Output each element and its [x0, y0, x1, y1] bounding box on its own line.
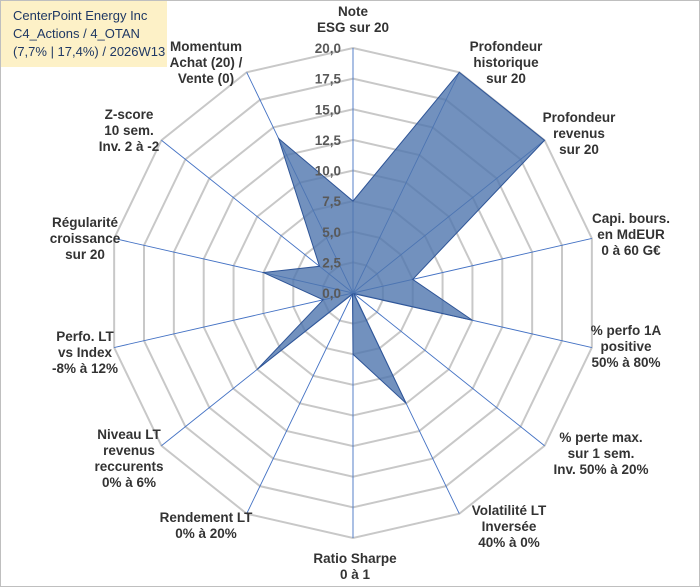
axis-category-label: historique — [473, 55, 539, 70]
axis-category-label: vs Index — [58, 345, 113, 360]
axis-category-label: sur 20 — [65, 247, 105, 262]
axis-category-label: sur 1 sem. — [568, 446, 635, 461]
data-point — [543, 139, 545, 141]
data-point — [412, 278, 414, 280]
axis-category-label: -8% à 12% — [52, 361, 118, 376]
chart-title-box: CenterPoint Energy Inc C4_Actions / 4_OT… — [1, 1, 167, 67]
axis-category-label: revenus — [103, 443, 155, 458]
axis-category-label: 0% à 20% — [175, 526, 237, 541]
axis-category-label: Vente (0) — [178, 71, 234, 86]
axis-category-label: Capi. bours. — [592, 211, 670, 226]
data-point — [277, 137, 279, 139]
data-point — [471, 319, 473, 321]
data-point — [405, 402, 407, 404]
radial-tick-label: 0,0 — [322, 286, 341, 301]
data-point — [318, 265, 320, 267]
axis-category-label: Inversée — [482, 519, 537, 534]
axis-category-label: % perfo 1A — [591, 323, 662, 338]
axis-spoke — [352, 292, 545, 447]
axis-category-label: Inv. 2 à -2 — [99, 139, 160, 154]
axis-category-label: croissance — [50, 231, 121, 246]
axis-category-label: ESG sur 20 — [317, 20, 389, 35]
data-point — [352, 353, 354, 355]
axis-category-label: Momentum — [170, 39, 242, 54]
radial-tick-label: 15,0 — [315, 102, 341, 117]
axis-category-label: en MdEUR — [597, 227, 665, 242]
axis-category-label: Rendement LT — [160, 510, 254, 525]
title-portfolio: C4_Actions / 4_OTAN — [13, 26, 140, 41]
radial-tick-label: 2,5 — [322, 255, 341, 270]
axis-category-label: Régularité — [52, 215, 119, 230]
axis-category-label: Volatilité LT — [472, 503, 547, 518]
axis-category-label: 0 à 60 G€ — [601, 243, 661, 258]
axis-category-label: reccurents — [94, 459, 163, 474]
axis-category-label: Achat (20) / — [170, 55, 243, 70]
axis-category-label: revenus — [553, 126, 605, 141]
axis-category-label: sur 20 — [486, 71, 526, 86]
data-point — [352, 200, 354, 202]
axis-category-label: 40% à 0% — [478, 535, 540, 550]
axis-category-label: Inv. 50% à 20% — [553, 462, 648, 477]
radial-tick-label: 10,0 — [315, 164, 341, 179]
radial-tick-label: 12,5 — [315, 133, 342, 148]
axis-category-label: 10 sem. — [104, 123, 154, 138]
data-point — [458, 71, 460, 73]
data-area — [256, 71, 546, 404]
radial-tick-label: 17,5 — [315, 72, 342, 87]
data-point — [256, 368, 258, 370]
axis-category-label: sur 20 — [559, 142, 599, 157]
axis-category-label: 0 à 1 — [340, 567, 371, 582]
axis-category-label: Z-score — [105, 107, 154, 122]
radial-tick-label: 20,0 — [315, 41, 341, 56]
axis-category-label: positive — [600, 339, 652, 354]
axis-spoke — [114, 292, 354, 348]
axis-category-label: Ratio Sharpe — [313, 551, 397, 566]
axis-category-label: 0% à 6% — [102, 475, 156, 490]
axis-category-label: Niveau LT — [97, 427, 161, 442]
title-company: CenterPoint Energy Inc — [13, 8, 148, 23]
axis-category-label: 50% à 80% — [591, 355, 660, 370]
axis-category-label: Profondeur — [470, 39, 543, 54]
axis-category-label: % perte max. — [559, 430, 642, 445]
axis-category-label: Note — [338, 4, 368, 19]
data-point — [262, 271, 264, 273]
axis-category-label: Perfo. LT — [56, 329, 114, 344]
axis-category-label: Profondeur — [543, 110, 616, 125]
data-point — [351, 293, 353, 295]
radial-tick-label: 7,5 — [322, 194, 341, 209]
radial-tick-label: 5,0 — [322, 225, 341, 240]
axis-spoke — [246, 292, 354, 514]
title-stats-week: (7,7% | 17,4%) / 2026W13 — [13, 44, 166, 59]
